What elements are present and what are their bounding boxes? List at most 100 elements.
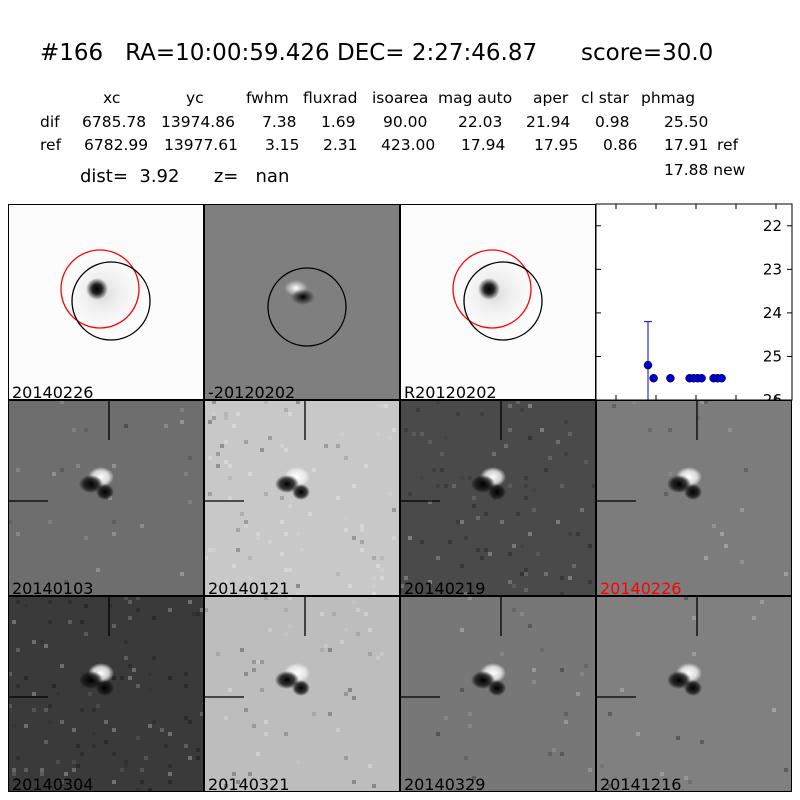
data-point (643, 360, 653, 370)
col-header: mag auto (438, 89, 513, 107)
star-image (400, 204, 596, 400)
stamp-date-label: 20141216 (600, 775, 682, 792)
ra-value: RA=10:00:59.426 (125, 40, 330, 66)
noise-pattern (8, 596, 204, 792)
stamp-date-label: 20140219 (404, 579, 486, 596)
table-cell: 423.00 (381, 136, 436, 154)
stamp-panel: 20141216 (596, 596, 792, 792)
row-name: ref (40, 136, 62, 154)
black-aperture-circle (267, 267, 347, 347)
red-aperture-circle (60, 249, 140, 329)
y-tick-label: 22 (763, 217, 782, 235)
template-image-panel: R20120202 (400, 204, 596, 400)
noise-pattern (600, 596, 788, 792)
ref-image-panel: 20140226 (8, 204, 204, 400)
row-suffix: ref (717, 136, 739, 154)
table-cell: 7.38 (262, 113, 297, 131)
residual-negative (292, 484, 310, 500)
stamp-panel: 20140226 (596, 400, 792, 596)
star-image (8, 204, 204, 400)
plot-area (596, 204, 792, 400)
stamp-image (596, 596, 792, 792)
col-header: yc (186, 89, 204, 107)
noise-pattern (436, 596, 592, 780)
z-value: z= nan (213, 166, 290, 187)
residual-negative (488, 484, 506, 500)
dist-line: dist= 3.92 z= nan (80, 166, 289, 187)
table-cell: 17.94 (461, 136, 506, 154)
noise-pattern (8, 400, 192, 584)
table-cell: 0.86 (603, 136, 638, 154)
table-cell: 0.98 (595, 113, 630, 131)
stamp-panel: 20140321 (204, 596, 400, 792)
table-cell: 6785.78 (82, 113, 147, 131)
table-cell: 17.91 (664, 136, 709, 154)
col-header: isoarea (372, 89, 429, 107)
stamp-image (8, 400, 204, 596)
score-value: score=30.0 (581, 40, 714, 66)
table-cell: 2.31 (323, 136, 358, 154)
col-header: phmag (641, 89, 696, 107)
stamp-panel: 20140103 (8, 400, 204, 596)
light-curve-svg: 2223242526-100-50050100 (595, 203, 793, 424)
diff-image-panel: -20120202 (204, 204, 400, 400)
table-cell: 90.00 (383, 113, 428, 131)
stamp-image (204, 596, 400, 792)
residual-negative (684, 484, 702, 500)
y-tick-label: 24 (763, 304, 782, 322)
stamp-date-label: 20140304 (12, 775, 94, 792)
table-cell: 13977.61 (164, 136, 238, 154)
light-curve-chart: 2223242526-100-50050100 (595, 203, 793, 424)
noise-pattern (204, 596, 384, 788)
data-point (697, 373, 706, 383)
table-cell: 1.69 (321, 113, 356, 131)
stamp-date-label: 20140321 (208, 775, 290, 792)
col-header: cl star (581, 89, 629, 107)
stamp-panel: 20140219 (400, 400, 596, 596)
header-line: #166 RA=10:00:59.426 DEC= 2:27:46.87 sco… (40, 40, 713, 66)
candidate-id: #166 (40, 40, 104, 66)
residual-negative (488, 680, 506, 696)
row-name: dif (40, 113, 60, 131)
black-aperture-circle (71, 261, 151, 341)
galaxy-core (86, 278, 108, 300)
noise-pattern (400, 400, 596, 596)
table-cell: 21.94 (526, 113, 571, 131)
col-header: fwhm (246, 89, 289, 107)
dist-value: dist= 3.92 (80, 166, 180, 187)
stamp-date-label: 20140121 (208, 579, 290, 596)
residual-negative (684, 680, 702, 696)
data-points (643, 321, 726, 400)
stamp-image (204, 400, 400, 596)
red-aperture-circle (452, 249, 532, 329)
table-cell: 22.03 (458, 113, 503, 131)
stamp-panel: 20140121 (204, 400, 400, 596)
noise-pattern (204, 400, 396, 596)
y-tick-label: 23 (763, 260, 782, 278)
table-cell: 6782.99 (84, 136, 149, 154)
panel-label: -20120202 (208, 383, 296, 400)
stamp-date-label: 20140103 (12, 579, 94, 596)
residual-negative (291, 289, 315, 305)
data-point (649, 373, 658, 383)
stamp-panel: 20140329 (400, 596, 596, 792)
stamp-panel: 20140304 (8, 596, 204, 792)
black-aperture-circle (463, 261, 543, 341)
panel-label: 20140226 (12, 383, 94, 400)
diff-image (204, 204, 400, 400)
residual-negative (96, 484, 114, 500)
col-header: aper (533, 89, 569, 107)
residual-negative (292, 680, 310, 696)
residual-negative (96, 680, 114, 696)
data-point (717, 373, 726, 383)
data-point (666, 373, 675, 383)
stamp-date-label: 20140226 (600, 579, 682, 596)
phmag-new: 17.88 new (664, 161, 746, 179)
table-cell: 25.50 (664, 113, 709, 131)
col-header: xc (103, 89, 121, 107)
stamp-image (400, 596, 596, 792)
stamp-image (400, 400, 596, 596)
noise-pattern (612, 400, 788, 576)
stamp-date-label: 20140329 (404, 775, 486, 792)
galaxy-core (478, 278, 500, 300)
